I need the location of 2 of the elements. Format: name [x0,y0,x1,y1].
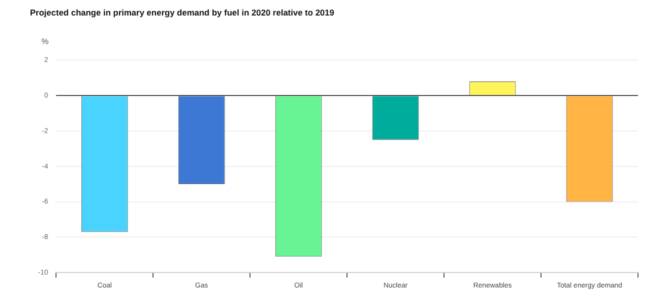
chart-title: Projected change in primary energy demand by fuel in 2020 relative to 2019 [30,7,334,18]
y-axis-title: % [41,37,49,46]
